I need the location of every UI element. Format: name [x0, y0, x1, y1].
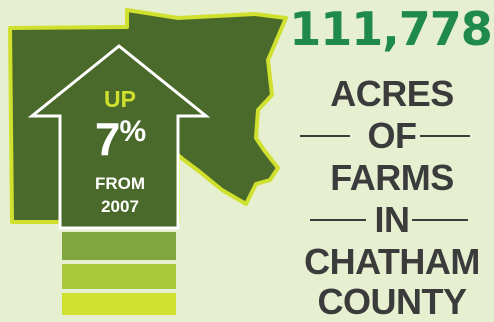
from-line-1: FROM [94, 174, 146, 193]
headline-line-farms: FARMS [330, 157, 454, 198]
headline-line-county: COUNTY [317, 281, 468, 322]
rule-right-of [420, 135, 470, 137]
percent-symbol: % [119, 115, 146, 148]
arrow-percent: 7% [62, 116, 178, 162]
growth-bar-3 [62, 293, 176, 315]
rule-left-of [300, 135, 350, 137]
percent-value: 7 [94, 113, 121, 165]
rule-left-in [310, 219, 366, 221]
arrow-up-label: UP [104, 86, 136, 112]
growth-bar-1 [62, 232, 176, 260]
rule-right-in [412, 219, 468, 221]
up-arrow [27, 44, 211, 230]
from-line-2: 2007 [101, 197, 139, 216]
arrow-from-label: FROM 2007 [62, 172, 178, 218]
headline-line-in: IN [374, 199, 411, 240]
acres-number: 111,778 [289, 2, 493, 56]
headline-line-of: OF [367, 115, 418, 156]
growth-bar-2 [62, 264, 176, 289]
headline-line-chatham: CHATHAM [304, 241, 480, 282]
headline-line-acres: ACRES [330, 73, 454, 114]
